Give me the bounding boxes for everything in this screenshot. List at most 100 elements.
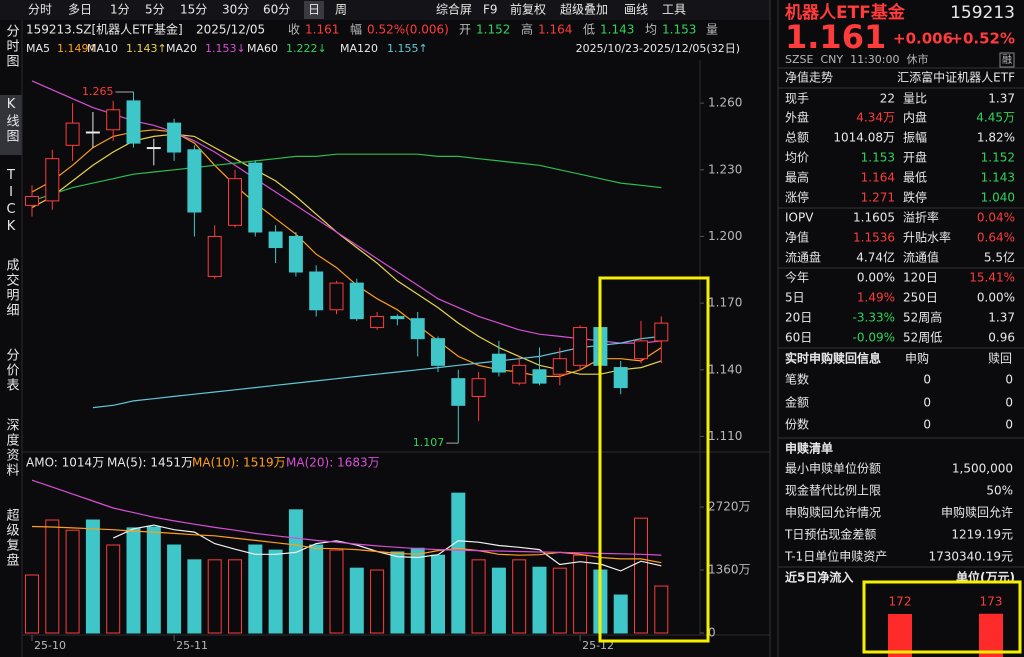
margin: 融 — [1002, 54, 1012, 66]
legend-value: 1.143↑ — [126, 42, 167, 55]
change-pct: +0.52% — [950, 30, 1015, 48]
volume-bar — [248, 544, 263, 634]
stat-label: 总额 — [785, 131, 809, 145]
side-tab[interactable]: 成交明细 — [4, 258, 20, 318]
stat-value: 1.040 — [981, 191, 1015, 205]
period-tab[interactable]: 60分 — [263, 3, 290, 17]
volume-bar — [573, 554, 588, 634]
tool-button[interactable]: F9 — [483, 3, 498, 17]
row-value: 0 — [1005, 373, 1013, 387]
label: 量 — [706, 23, 718, 37]
stat-label: 均价 — [785, 151, 809, 165]
candle-body — [349, 282, 364, 320]
stat-label: 52周低 — [903, 331, 942, 345]
side-tab[interactable]: 分价表 — [4, 348, 20, 393]
date: 2025/12/05 — [196, 23, 265, 37]
volume-bar — [512, 559, 527, 634]
volume-bar — [431, 554, 445, 634]
volume-bar — [634, 517, 648, 634]
change: +0.006 — [893, 30, 953, 48]
ma-line — [31, 479, 662, 556]
stat-value: 1.37 — [988, 311, 1015, 325]
volume-bar — [288, 509, 303, 634]
candle-body — [451, 378, 466, 406]
candle-body — [471, 378, 486, 397]
period-tab[interactable]: 多日 — [68, 3, 92, 17]
period-tab[interactable]: 日 — [308, 3, 320, 17]
stat-label: 60日 — [785, 331, 812, 345]
annotation: 1.265 — [82, 85, 114, 98]
candle-body — [552, 358, 567, 375]
candle-body — [329, 282, 344, 311]
legend-value: 1.222↓ — [286, 42, 327, 55]
side-tab[interactable]: 超级复盘 — [4, 508, 20, 568]
value: 1.143 — [600, 23, 634, 37]
period-tab[interactable]: 5分 — [145, 3, 165, 17]
row-label: 金额 — [785, 395, 809, 410]
stat-label: 净值 — [785, 230, 809, 245]
candle-body — [634, 340, 648, 360]
tool-button[interactable]: 前复权 — [510, 2, 546, 17]
side-tab[interactable]: 分时图 — [4, 24, 20, 69]
stat-label: 52周高 — [903, 310, 942, 325]
period-tab[interactable]: 1分 — [110, 3, 130, 17]
tool-button[interactable]: 画线 — [624, 3, 648, 17]
volume-bar — [45, 519, 60, 634]
candle-body — [613, 367, 628, 389]
label: 低 — [583, 23, 595, 37]
row-label: 份数 — [785, 417, 809, 432]
candle-body — [45, 158, 60, 202]
tool-button[interactable]: 超级叠加 — [560, 2, 608, 17]
y-tick-label: 1360万 — [708, 563, 751, 577]
stat-value: 0.96 — [988, 331, 1015, 345]
stat-label: 振幅 — [903, 130, 927, 145]
volume-bar — [532, 566, 547, 634]
period-tab[interactable]: 30分 — [222, 3, 249, 17]
y-tick-label: 1.170 — [708, 296, 742, 310]
row-value: 0 — [1005, 396, 1013, 410]
price: 1.161 — [785, 18, 886, 56]
nav-trend[interactable]: 净值走势 — [785, 70, 833, 85]
side-tab[interactable]: TICK — [4, 168, 19, 236]
volume-bar — [207, 559, 222, 634]
y-tick-label: 1.140 — [708, 362, 742, 376]
y-tick-label: 0 — [708, 626, 716, 640]
y-tick-label: 1.110 — [708, 429, 742, 443]
row-value: 1,500,000 — [952, 462, 1013, 476]
stat-label: 250日 — [903, 291, 938, 305]
tool-button[interactable]: 工具 — [662, 3, 686, 17]
period-tab[interactable]: 15分 — [180, 3, 207, 17]
stat-label: 今年 — [785, 270, 809, 285]
volume-bar — [654, 585, 669, 634]
fund-code: 159213 — [950, 3, 1015, 23]
label: 高 — [521, 22, 533, 37]
volume-bar — [552, 567, 567, 634]
value: 0.52%(0.006) — [367, 23, 449, 37]
side-tab[interactable]: 深度资料 — [4, 418, 20, 478]
tool-button[interactable]: 综合屏 — [436, 2, 472, 17]
candle-body — [654, 322, 669, 342]
ma-line — [112, 524, 662, 572]
value: 1.164 — [538, 23, 572, 37]
side-tab[interactable]: K线图 — [4, 97, 20, 144]
period-tab[interactable]: 分时 — [28, 3, 52, 17]
candle-body — [25, 195, 39, 206]
candle-body — [207, 235, 222, 277]
stat-label: IOPV — [785, 211, 814, 225]
period-tab[interactable]: 周 — [335, 3, 347, 17]
toolbar-bg — [0, 0, 770, 20]
stat-value: 1.37 — [988, 92, 1015, 106]
row-label: T-1日单位申赎资产 — [784, 549, 887, 564]
stat-value: 4.45万 — [976, 111, 1015, 125]
stat-value: 1.1536 — [853, 231, 895, 245]
volume-bar — [187, 559, 202, 634]
volume-bar — [491, 567, 506, 634]
section-title: 实时申购赎回信息 — [785, 351, 881, 366]
stat-value: 1.49% — [857, 291, 895, 305]
stat-label: 涨停 — [785, 190, 809, 205]
candle-body — [146, 147, 161, 150]
candle-body — [268, 231, 283, 249]
y-tick-label: 1.200 — [708, 229, 742, 243]
status: SZSE CNY 11:30:00 休市 — [785, 52, 928, 66]
